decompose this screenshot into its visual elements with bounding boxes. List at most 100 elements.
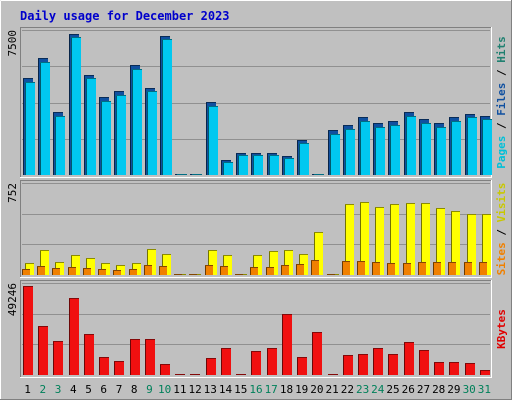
bar-kbytes-day-30 bbox=[465, 363, 475, 375]
bar-visits-day-26 bbox=[406, 203, 415, 275]
day-label: 14 bbox=[219, 383, 233, 396]
bar-kbytes-day-20 bbox=[312, 332, 322, 375]
chart-panel-1: 7500 Pages / Files / Hits bbox=[6, 27, 508, 178]
bar-visits-day-22 bbox=[345, 204, 354, 275]
bar-pages-day-3 bbox=[55, 116, 65, 175]
bar-kbytes-day-29 bbox=[449, 362, 459, 375]
day-label: 9 bbox=[146, 383, 153, 396]
bar-visits-day-5 bbox=[86, 258, 95, 275]
bar-kbytes-day-28 bbox=[434, 362, 444, 375]
bar-sites-day-19 bbox=[296, 264, 304, 275]
bar-visits-day-20 bbox=[314, 232, 323, 275]
bar-pages-day-5 bbox=[86, 78, 96, 175]
bar-visits-day-31 bbox=[482, 214, 491, 275]
bar-visits-day-28 bbox=[436, 208, 445, 275]
bar-pages-day-18 bbox=[284, 158, 294, 175]
bar-pages-day-15 bbox=[238, 155, 248, 175]
bar-sites-day-1 bbox=[22, 269, 30, 275]
bar-kbytes-day-9 bbox=[145, 339, 155, 375]
bar-kbytes-day-6 bbox=[99, 357, 109, 375]
bar-sites-day-6 bbox=[98, 269, 106, 275]
day-label: 24 bbox=[371, 383, 385, 396]
series-legend-label: Pages / Files / Hits bbox=[495, 36, 508, 169]
bar-pages-day-26 bbox=[406, 116, 416, 175]
bar-sites-day-14 bbox=[220, 266, 228, 275]
bar-sites-day-10 bbox=[159, 266, 167, 275]
day-label: 17 bbox=[265, 383, 278, 396]
chart-panel-2: 752 Sites / Visits bbox=[6, 180, 508, 278]
bar-kbytes-day-25 bbox=[388, 354, 398, 375]
bar-pages-day-23 bbox=[360, 121, 370, 175]
legend-part: KBytes bbox=[495, 309, 508, 349]
y-max-label: 7500 bbox=[6, 30, 19, 57]
bar-kbytes-day-22 bbox=[343, 355, 353, 375]
day-label: 28 bbox=[432, 383, 445, 396]
bar-visits-day-30 bbox=[467, 214, 476, 275]
bar-sites-day-27 bbox=[418, 262, 426, 275]
bar-pages-day-25 bbox=[390, 125, 400, 175]
bar-pages-day-7 bbox=[116, 95, 126, 175]
chart-title: Daily usage for December 2023 bbox=[20, 9, 230, 23]
bar-kbytes-day-7 bbox=[114, 361, 124, 375]
bar-sites-day-29 bbox=[448, 262, 456, 275]
bar-pages-day-19 bbox=[299, 143, 309, 175]
series-legend-label: Sites / Visits bbox=[495, 183, 508, 276]
bar-kbytes-day-31 bbox=[480, 370, 490, 375]
bar-sites-day-25 bbox=[387, 263, 395, 275]
bar-pages-day-16 bbox=[253, 155, 263, 175]
bar-kbytes-day-19 bbox=[297, 357, 307, 375]
bar-kbytes-day-23 bbox=[358, 354, 368, 375]
day-label: 19 bbox=[295, 383, 308, 396]
day-label: 26 bbox=[402, 383, 415, 396]
bar-kbytes-day-17 bbox=[267, 348, 277, 375]
bar-pages-day-29 bbox=[451, 121, 461, 175]
bar-sites-day-16 bbox=[250, 267, 258, 275]
day-label: 2 bbox=[39, 383, 46, 396]
legend-part: / bbox=[495, 63, 508, 83]
legend-part: / bbox=[495, 222, 508, 242]
bar-pages-day-10 bbox=[162, 39, 172, 175]
bar-visits-day-25 bbox=[390, 204, 399, 275]
bar-kbytes-day-8 bbox=[130, 339, 140, 375]
day-label: 15 bbox=[234, 383, 247, 396]
day-label: 3 bbox=[55, 383, 62, 396]
bar-sites-day-8 bbox=[129, 269, 137, 275]
bar-visits-day-9 bbox=[147, 249, 156, 275]
bar-kbytes-day-10 bbox=[160, 364, 170, 375]
bar-sites-day-3 bbox=[52, 268, 60, 275]
day-label: 23 bbox=[356, 383, 369, 396]
bar-pages-day-4 bbox=[71, 37, 81, 175]
bar-sites-day-23 bbox=[357, 261, 365, 275]
bar-kbytes-day-27 bbox=[419, 350, 429, 375]
day-label: 31 bbox=[478, 383, 491, 396]
bar-pages-day-30 bbox=[467, 117, 477, 175]
bar-kbytes-day-4 bbox=[69, 298, 79, 375]
day-label: 4 bbox=[70, 383, 77, 396]
day-label: 18 bbox=[280, 383, 293, 396]
bar-visits-day-23 bbox=[360, 202, 369, 275]
bar-sites-day-20 bbox=[311, 260, 319, 275]
day-label: 20 bbox=[310, 383, 323, 396]
bar-sites-day-4 bbox=[68, 267, 76, 275]
day-label: 21 bbox=[325, 383, 338, 396]
bar-pages-day-27 bbox=[421, 123, 431, 175]
bar-visits-day-16 bbox=[253, 255, 262, 275]
bar-kbytes-day-13 bbox=[206, 358, 216, 375]
y-max-label: 49246 bbox=[6, 283, 19, 316]
bar-visits-day-29 bbox=[451, 211, 460, 275]
day-label: 5 bbox=[85, 383, 92, 396]
bar-visits-day-10 bbox=[162, 254, 171, 275]
bar-sites-day-13 bbox=[205, 265, 213, 275]
bar-pages-day-28 bbox=[436, 127, 446, 175]
bar-pages-day-6 bbox=[101, 101, 111, 175]
bar-sites-day-28 bbox=[433, 262, 441, 275]
day-label: 10 bbox=[158, 383, 171, 396]
bar-pages-day-22 bbox=[345, 129, 355, 175]
bar-kbytes-day-18 bbox=[282, 314, 292, 375]
bar-sites-day-17 bbox=[266, 267, 274, 275]
bar-visits-day-17 bbox=[269, 251, 278, 275]
legend-part: Visits bbox=[495, 183, 508, 223]
day-label: 30 bbox=[463, 383, 476, 396]
bar-pages-day-1 bbox=[25, 82, 35, 175]
